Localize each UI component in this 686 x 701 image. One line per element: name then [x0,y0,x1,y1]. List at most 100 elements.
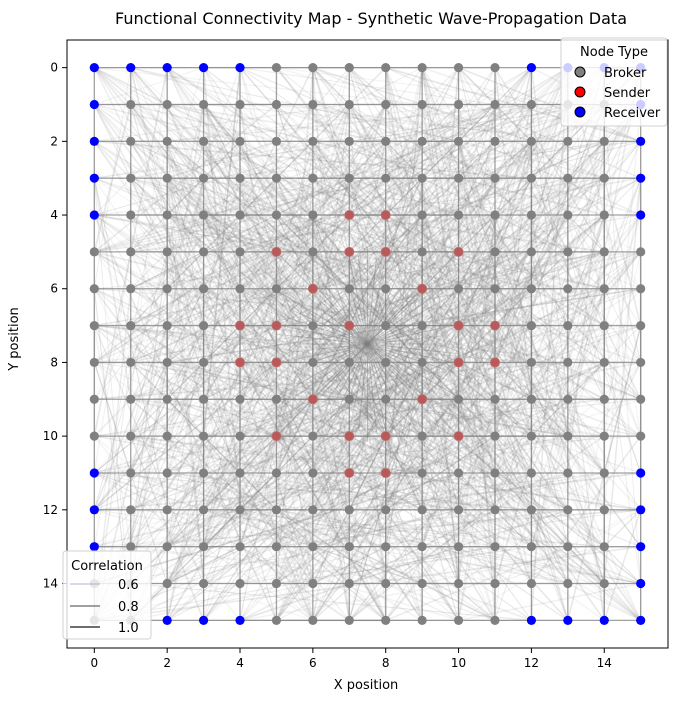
correlation-edge [203,141,314,547]
node-receiver [198,63,209,73]
correlation-edge [130,67,241,363]
correlation-edge [421,67,496,400]
y-tick-label: 2 [50,134,58,148]
node-broker [599,320,609,331]
correlation-edge [94,509,532,621]
correlation-edge [276,361,459,474]
correlation-edge [166,435,350,584]
node-broker [381,136,391,146]
correlation-edge [421,251,460,400]
correlation-edge [166,251,496,511]
node-type-legend: Node Type Broker Sender Receiver [560,37,668,127]
correlation-edge [203,288,532,437]
correlation-edge [312,67,605,474]
correlation-edge [457,104,533,437]
correlation-edge [271,287,464,401]
node-broker [89,394,99,404]
correlation-edge [603,104,642,510]
correlation-edge [203,104,387,326]
correlation-edge [166,140,569,511]
correlation-edge [312,141,423,510]
correlation-edge [385,435,460,548]
correlation-edge [422,546,641,584]
node-broker [563,357,573,368]
node-broker [381,505,391,515]
correlation-edge [166,251,459,511]
correlation-edge [166,104,350,437]
x-axis-label: X position [334,678,399,693]
correlation-edge [457,141,496,253]
correlation-edge [129,435,205,621]
correlation-edge [130,287,350,401]
correlation-edge [166,104,350,511]
correlation-edge [385,177,532,290]
correlation-edge [130,141,314,474]
node-broker [563,247,573,257]
node-broker [126,394,136,404]
correlation-edge [166,177,241,289]
correlation-edge [93,214,205,327]
correlation-edge [385,324,605,437]
correlation-edge [239,545,496,585]
node-broker [381,99,391,110]
correlation-edge [93,177,168,289]
correlation-edge [494,435,532,511]
node-receiver [126,63,136,73]
correlation-edge [239,140,641,253]
correlation-edge [312,398,641,437]
node-broker [453,542,464,552]
node-broker [235,99,245,110]
correlation-edge [275,288,460,474]
correlation-edge [312,361,423,401]
correlation-edge [167,509,277,548]
y-tick-label: 6 [50,282,58,296]
correlation-edge [202,362,241,474]
correlation-edge [239,67,569,363]
correlation-edge [166,67,569,363]
correlation-edge [166,251,496,548]
y-tick-label: 0 [50,61,58,75]
x-tick-label: 12 [524,656,539,670]
correlation-edge [494,214,605,511]
legend-sender-label: Sender [604,86,651,101]
node-sender [271,320,282,331]
correlation-edge [349,251,459,326]
node-broker [490,136,500,146]
node-type-legend-title: Node Type [580,45,648,60]
node-broker [198,542,209,552]
correlation-edge [421,140,642,400]
correlation-edge [166,104,496,363]
correlation-edge [275,104,496,437]
correlation-edge [167,288,641,364]
correlation-edge [421,104,460,179]
node-broker [526,542,537,552]
correlation-edge [312,546,423,584]
correlation-edge [166,435,278,621]
correlation-edge [94,140,496,474]
correlation-edge [312,251,496,437]
correlation-edge [312,141,350,474]
correlation-edge [421,288,459,326]
node-broker [417,542,427,552]
correlation-edge [530,435,642,585]
correlation-edge [203,103,423,290]
correlation-edge [94,324,386,364]
correlation-edge [203,398,532,585]
correlation-edge [275,177,314,289]
node-receiver [89,63,99,73]
correlation-edge [276,214,459,400]
correlation-edge [385,509,496,585]
correlation-edge [458,67,569,547]
correlation-edge [203,177,423,511]
correlation-edge [130,361,642,622]
correlation-edge [458,288,569,511]
correlation-edge [239,67,459,400]
correlation-edge [93,288,278,511]
correlation-edge [348,67,569,474]
correlation-edge [421,67,460,363]
correlation-edge [166,251,205,326]
node-broker [271,99,282,110]
correlation-edge [130,140,532,327]
correlation-edge [239,251,351,547]
correlation-edge [93,251,605,511]
